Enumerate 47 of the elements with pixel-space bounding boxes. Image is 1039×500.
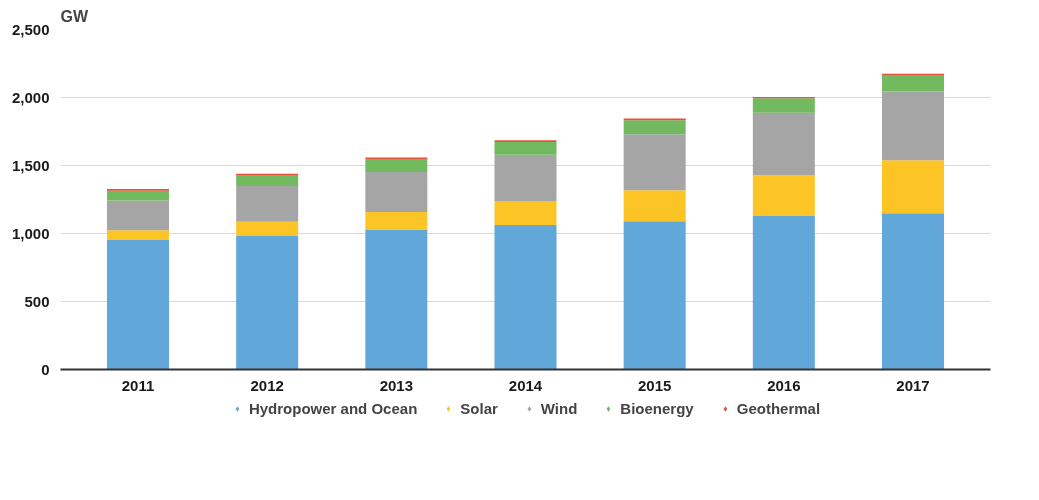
bar	[236, 174, 299, 186]
bar	[107, 240, 169, 370]
bar	[236, 236, 299, 370]
bar	[623, 190, 686, 222]
x-tick-label: 2017	[896, 376, 930, 394]
bar	[752, 112, 815, 176]
y-tick-label: 2,500	[11, 20, 50, 38]
y-tick-label: 500	[24, 292, 50, 310]
bar	[365, 158, 428, 172]
bar	[623, 221, 686, 370]
y-tick-label: 0	[41, 360, 50, 378]
bar	[365, 171, 428, 212]
bar	[236, 221, 299, 237]
x-tick-label: 2011	[121, 376, 155, 394]
bar	[882, 91, 944, 161]
bar	[494, 154, 557, 202]
bar	[236, 185, 299, 222]
bar	[882, 75, 944, 92]
legend-label: Solar	[460, 399, 498, 417]
x-tick-label: 2013	[379, 376, 414, 394]
y-tick-label: 1,000	[11, 224, 50, 242]
bar	[882, 213, 944, 370]
bar	[882, 160, 944, 214]
bar	[494, 141, 557, 155]
legend-label: Hydropower and Ocean	[248, 399, 418, 417]
bar	[752, 98, 815, 113]
legend-label: Wind	[540, 399, 578, 417]
bar	[107, 190, 169, 201]
x-tick-label: 2015	[637, 376, 672, 394]
legend-label: Geothermal	[736, 399, 821, 417]
y-tick-label: 1,500	[11, 156, 50, 174]
bar	[752, 175, 815, 217]
x-tick-label: 2016	[767, 376, 801, 394]
bar	[107, 200, 169, 231]
bar	[494, 201, 557, 225]
bar	[365, 211, 428, 230]
bar	[623, 120, 686, 135]
bar	[107, 230, 169, 241]
x-tick-label: 2014	[508, 376, 543, 394]
bar	[365, 229, 428, 370]
y-axis-title: GW	[60, 7, 89, 25]
y-tick-label: 2,000	[11, 88, 50, 106]
x-tick-label: 2012	[250, 376, 284, 394]
bar	[623, 134, 686, 191]
bar	[494, 224, 557, 370]
legend-label: Bioenergy	[620, 399, 694, 417]
bar	[752, 216, 815, 370]
